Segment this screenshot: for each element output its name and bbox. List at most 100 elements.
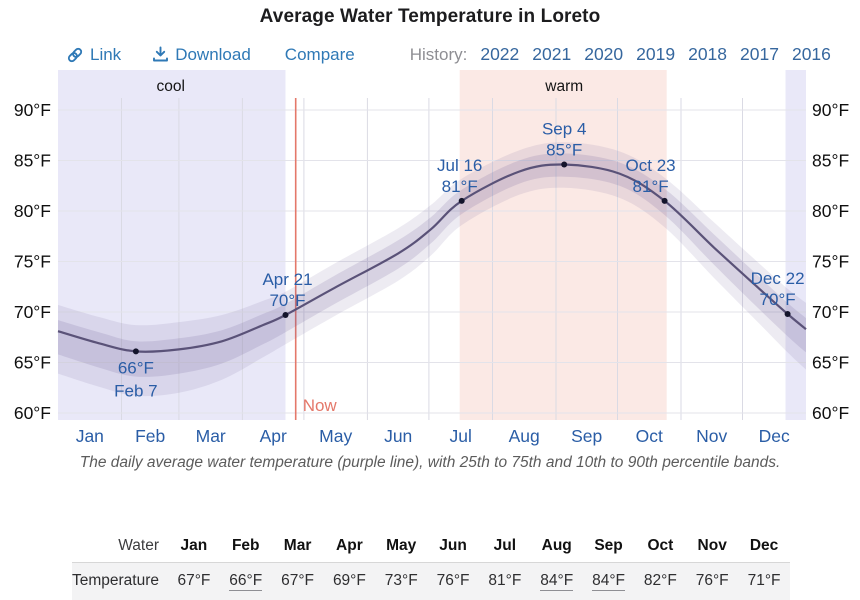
compare-button[interactable]: Compare (285, 45, 355, 65)
history-year-2016[interactable]: 2016 (791, 44, 831, 64)
x-tick-feb: Feb (135, 426, 165, 446)
y-tick-left: 75°F (14, 252, 51, 272)
y-tick-right: 60°F (812, 403, 849, 423)
annotation-label: 66°F (118, 358, 154, 377)
annotation-label: Oct 23 (626, 156, 676, 175)
temp-value-may: 73°F (384, 572, 418, 590)
history-years: 2022 2021 2020 2019 2018 2017 2016 (480, 44, 831, 65)
link-button[interactable]: Link (66, 45, 121, 65)
y-tick-right: 65°F (812, 353, 849, 373)
month-header-jan: Jan (180, 536, 208, 554)
temperature-chart[interactable]: Now 66°F Feb 7 Apr 21 70°F Jul 16 81°F Sep 4 85°… (0, 0, 860, 450)
temp-value-feb[interactable]: 66°F (229, 572, 263, 592)
history-label: History: (409, 44, 468, 64)
data-point-dec-22[interactable] (784, 311, 791, 317)
download-label: Download (175, 44, 251, 64)
temperature-table: Water Jan Feb Mar Apr May Jun Jul Aug Sep Oct Nov D… (72, 530, 790, 600)
percentile-band-inner (58, 153, 806, 377)
y-tick-left: 90°F (14, 100, 51, 120)
month-header-nov: Nov (697, 536, 727, 554)
data-point-feb-7[interactable] (132, 348, 139, 355)
annotation-label: 81°F (633, 177, 669, 196)
season-label-cool: cool (156, 78, 184, 95)
x-tick-may: May (319, 426, 352, 446)
cool-season-band (785, 70, 806, 420)
annotation-label: 85°F (546, 141, 582, 160)
annotation-label: 70°F (760, 290, 796, 309)
data-point-oct-23[interactable] (661, 197, 668, 204)
warm-season-band (459, 70, 667, 420)
temp-value-oct: 82°F (643, 572, 677, 590)
season-label-warm: warm (544, 78, 583, 95)
temp-value-jun: 76°F (436, 572, 470, 590)
page-title: Average Water Temperature in Loreto (259, 6, 601, 27)
temp-value-jan: 67°F (177, 572, 211, 590)
temp-value-sep[interactable]: 84°F (592, 572, 625, 592)
month-header-feb: Feb (231, 536, 260, 554)
y-tick-left: 65°F (14, 353, 51, 373)
y-tick-right: 80°F (812, 201, 849, 221)
compare-label: Compare (284, 44, 355, 64)
month-header-mar: Mar (283, 536, 312, 554)
annotation-label: Dec 22 (751, 269, 805, 288)
annotation-label: Feb 7 (114, 381, 157, 400)
temp-value-nov: 76°F (695, 572, 729, 590)
table-header-row: Water Jan Feb Mar Apr May Jun Jul Aug Sep Oct Nov D… (72, 530, 790, 562)
download-icon (153, 46, 169, 62)
month-header-jun: Jun (439, 536, 467, 554)
temp-value-aug[interactable]: 84°F (540, 572, 574, 592)
x-tick-dec: Dec (759, 426, 790, 446)
history-year-2020[interactable]: 2020 (584, 44, 624, 64)
y-tick-right: 85°F (812, 151, 849, 171)
chart-caption: The daily average water temperature (pur… (79, 454, 781, 471)
history-year-2017[interactable]: 2017 (740, 44, 779, 64)
y-tick-right: 75°F (812, 252, 849, 272)
x-tick-jan: Jan (76, 426, 104, 446)
x-tick-aug: Aug (509, 426, 540, 446)
annotation-label: 81°F (442, 177, 478, 196)
y-tick-left: 85°F (14, 151, 51, 171)
y-tick-left: 80°F (14, 201, 51, 221)
history-year-2018[interactable]: 2018 (688, 44, 728, 64)
month-header-sep: Sep (594, 536, 623, 554)
annotation-label: Jul 16 (437, 156, 482, 175)
month-header-oct: Oct (647, 536, 674, 554)
now-label: Now (303, 396, 338, 415)
month-header-jul: Jul (493, 536, 517, 554)
annotation-label: Sep 4 (542, 120, 586, 139)
month-header-dec: Dec (749, 536, 779, 554)
x-tick-oct: Oct (636, 426, 663, 446)
temp-value-dec: 71°F (747, 572, 781, 590)
history-year-2019[interactable]: 2019 (636, 44, 676, 64)
temp-value-jul: 81°F (488, 572, 522, 590)
data-point-jul-16[interactable] (458, 197, 465, 204)
history-year-2021[interactable]: 2021 (532, 44, 572, 64)
x-tick-mar: Mar (196, 426, 226, 446)
link-label: Link (90, 44, 122, 64)
annotation-label: 70°F (269, 291, 305, 310)
x-tick-sep: Sep (571, 426, 602, 446)
y-tick-right: 70°F (812, 302, 849, 322)
data-point-sep-4[interactable] (561, 161, 568, 168)
month-header-aug: Aug (541, 536, 572, 554)
month-header-apr: Apr (336, 536, 363, 554)
temp-value-mar: 67°F (281, 572, 315, 590)
toolbar: Link Download Compare History: 2022 2021 2… (66, 44, 858, 65)
link-icon (67, 47, 83, 62)
y-tick-right: 90°F (812, 100, 849, 120)
table-row-label: Temperature (72, 562, 168, 600)
data-point-apr-21[interactable] (282, 312, 289, 318)
table-row: Temperature 67°F 66°F 67°F 69°F 73°F 76°F 81°F… (72, 562, 790, 600)
month-header-may: May (386, 536, 417, 554)
download-button[interactable]: Download (152, 45, 251, 65)
y-tick-left: 70°F (14, 302, 51, 322)
table-corner-label: Water (118, 536, 159, 554)
y-tick-left: 60°F (14, 403, 51, 423)
temp-value-apr: 69°F (332, 572, 366, 590)
x-tick-jun: Jun (384, 426, 412, 446)
x-tick-apr: Apr (260, 426, 287, 446)
annotation-label: Apr 21 (262, 270, 312, 289)
cool-season-band (58, 70, 286, 420)
history-year-2022[interactable]: 2022 (480, 44, 520, 64)
